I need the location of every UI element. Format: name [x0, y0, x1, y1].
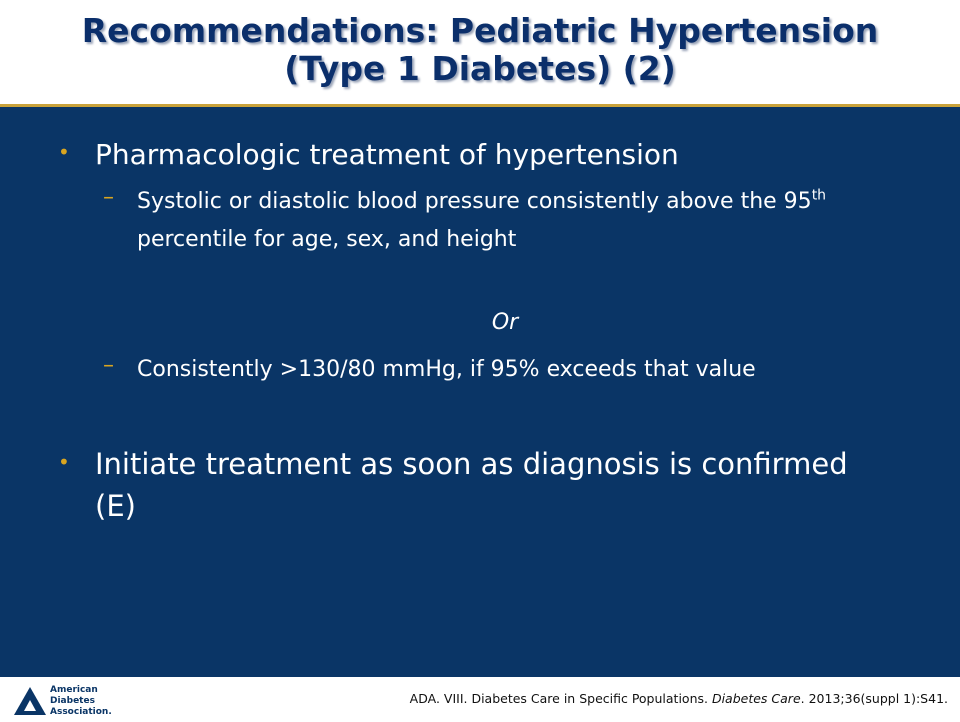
superscript: th: [811, 187, 827, 204]
logo-text: Association.: [50, 707, 112, 717]
text: Consistently >130/80 mmHg, if 95% exceed…: [137, 357, 756, 382]
bullet-icon: •: [58, 140, 70, 164]
sub-bullet-text: Systolic or diastolic blood pressure con…: [137, 183, 907, 259]
footer: American Diabetes Association. ADA. VIII…: [0, 675, 960, 722]
logo-text: Diabetes: [50, 696, 95, 706]
dash-icon: –: [103, 185, 114, 210]
text: . 2013;36(suppl 1):S41.: [800, 691, 948, 706]
dash-icon: –: [103, 353, 114, 378]
citation: ADA. VIII. Diabetes Care in Specific Pop…: [410, 691, 948, 706]
sub-bullet-text: Consistently >130/80 mmHg, if 95% exceed…: [137, 351, 917, 389]
slide-title: Recommendations: Pediatric Hypertension …: [81, 11, 879, 88]
text: ADA. VIII. Diabetes Care in Specific Pop…: [409, 691, 712, 706]
bullet-text: Pharmacologic treatment of hypertension: [95, 138, 679, 171]
journal: Diabetes Care: [711, 691, 801, 706]
logo-text: American: [50, 685, 98, 695]
bullet-icon: •: [58, 450, 70, 474]
header: Recommendations: Pediatric Hypertension …: [0, 0, 960, 107]
bullet-text: Initiate treatment as soon as diagnosis …: [95, 447, 848, 523]
text: Systolic or diastolic blood pressure con…: [137, 189, 812, 214]
content: • Pharmacologic treatment of hypertensio…: [0, 107, 960, 675]
separator: Or: [491, 310, 519, 335]
text: percentile for age, sex, and height: [137, 227, 517, 252]
logo: American Diabetes Association.: [14, 685, 112, 717]
